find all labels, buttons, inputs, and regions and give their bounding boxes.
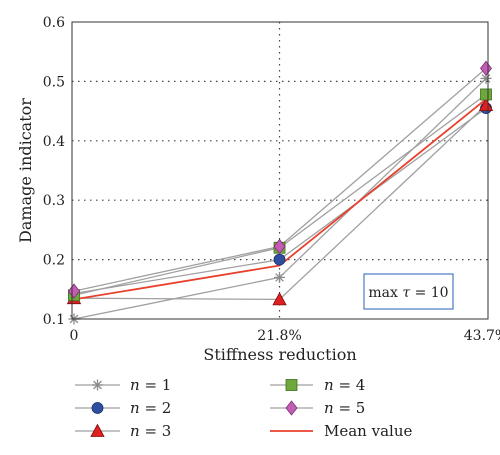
data-point-triangle [272,292,287,306]
plot-frame [71,21,489,320]
mean-value-line [73,98,487,301]
legend-var: n [130,376,140,394]
legend-label: n = 4 [324,376,365,394]
y-tick-label: 0.2 [43,253,65,269]
series-lines [66,60,494,325]
legend-item: n = 4 [270,376,365,394]
data-point-triangle [478,97,494,112]
legend-var: n [324,376,334,394]
legend-value: = 5 [334,399,366,417]
legend-label: n = 3 [130,422,171,440]
legend-item: n = 1 [75,376,171,394]
y-tick-label: 0.1 [43,312,65,328]
annotation-suffix: = 10 [410,285,448,301]
legend-var: n [130,422,140,440]
legend-value: = 1 [140,376,172,394]
data-point-square [480,88,492,101]
asterisk-stroke [93,380,102,390]
annotation-frame [363,273,454,310]
data-point-diamond [273,238,286,255]
data-point-diamond [67,283,81,299]
asterisk-stroke [275,273,284,282]
y-tick-label: 0.3 [43,193,65,209]
asterisk-stroke [481,74,491,83]
y-tick-label: 0.6 [43,15,65,31]
legend-label: n = 2 [130,399,171,417]
legend-marker-circle [91,402,104,414]
legend-label: n = 1 [130,376,171,394]
data-point-asterisk [274,271,286,283]
annotation-text: max τ = 10 [368,285,448,301]
grid-lines [72,22,488,319]
legend-item: n = 3 [75,422,171,440]
legend-marker-square [285,379,298,391]
legend-marker-triangle [90,423,105,437]
legend-label: Mean value [324,422,412,440]
legend-value: = 3 [140,422,172,440]
legend-item: Mean value [270,422,412,440]
legend-var: n [130,399,140,417]
x-axis-label: Stiffness reduction [203,345,356,364]
legend-value: = 4 [334,376,366,394]
legend-marker-asterisk [92,379,103,391]
legend-item: n = 5 [270,399,365,417]
x-tick-label: 43.7% [464,328,500,344]
annotation-symbol: τ [402,285,410,301]
legend-var: n [324,399,334,417]
x-tick-label: 0 [70,328,79,344]
x-tick-label: 21.8% [257,328,301,344]
data-point-diamond [479,60,493,76]
tick-labels: 0.1 0.2 0.3 0.4 0.5 0.6 0 21.8% 43.7% [43,15,500,344]
annotation-prefix: max [368,285,402,301]
data-point-circle [273,253,286,266]
legend-item: n = 2 [75,399,171,417]
y-tick-label: 0.4 [43,134,65,150]
legend-label: n = 5 [324,399,365,417]
legend-marker-diamond [285,400,298,416]
annotation-box: max τ = 10 [363,273,454,310]
y-axis-label: Damage indicator [16,98,35,243]
legend-value: = 2 [140,399,172,417]
y-tick-label: 0.5 [43,74,65,90]
